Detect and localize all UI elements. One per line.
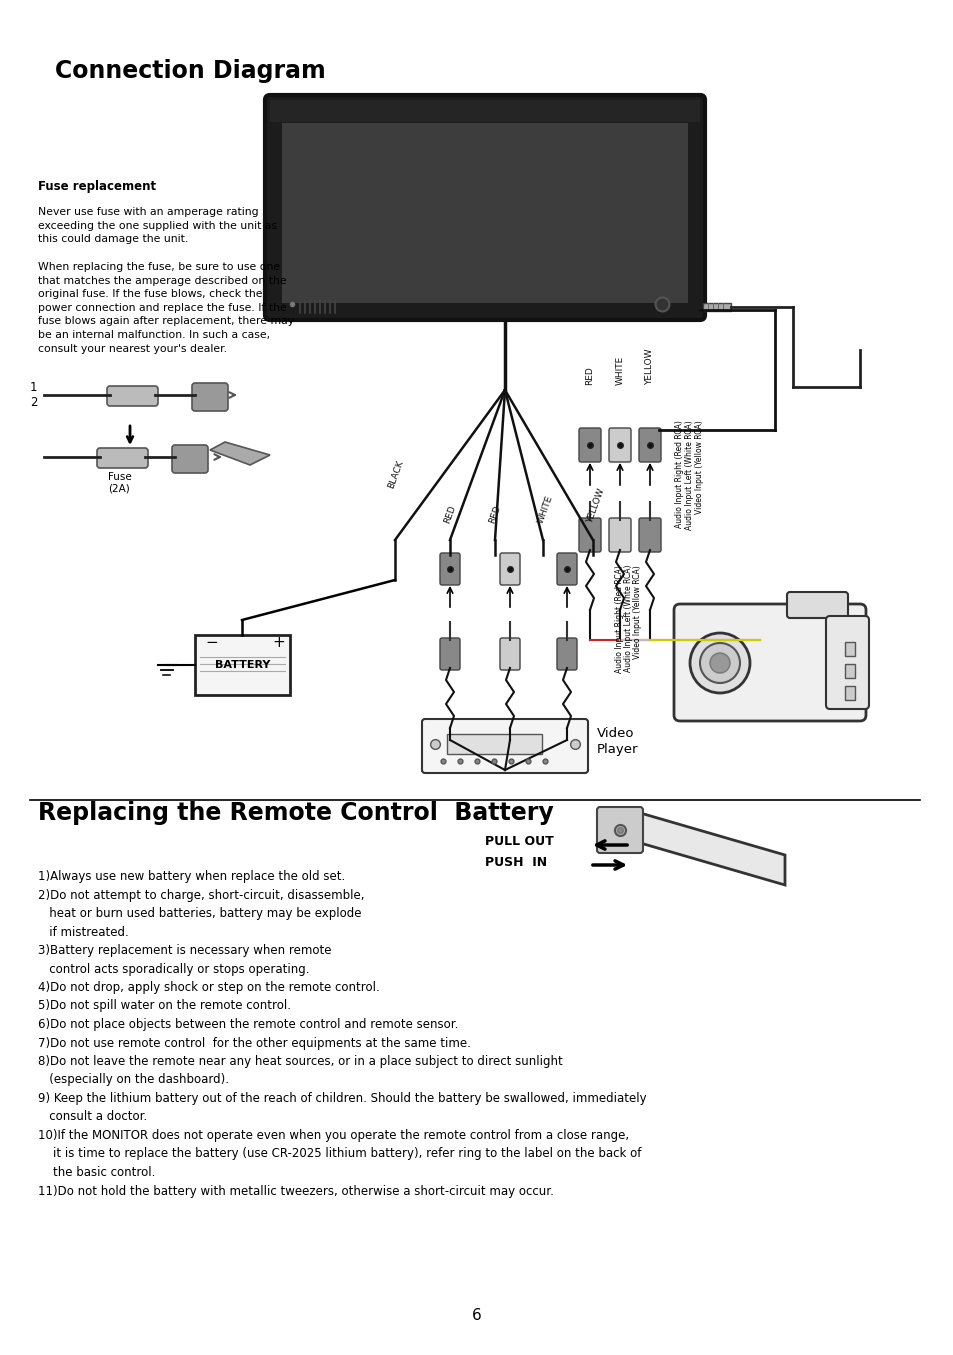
Text: Audio Input Left (White RCA): Audio Input Left (White RCA): [685, 420, 694, 530]
Bar: [447, 734, 541, 753]
Text: YELLOW: YELLOW: [645, 348, 654, 385]
FancyBboxPatch shape: [673, 604, 865, 721]
FancyBboxPatch shape: [97, 449, 148, 467]
Text: (2A): (2A): [108, 484, 130, 495]
FancyBboxPatch shape: [786, 592, 847, 618]
FancyBboxPatch shape: [578, 428, 600, 462]
FancyBboxPatch shape: [825, 617, 868, 709]
FancyBboxPatch shape: [597, 808, 642, 854]
Circle shape: [689, 633, 749, 692]
Circle shape: [700, 644, 740, 683]
Text: WHITE: WHITE: [536, 495, 554, 524]
Text: Connection Diagram: Connection Diagram: [55, 60, 325, 83]
Circle shape: [709, 653, 729, 673]
FancyBboxPatch shape: [439, 553, 459, 585]
Polygon shape: [629, 810, 784, 885]
Text: When replacing the fuse, be sure to use one
that matches the amperage described : When replacing the fuse, be sure to use …: [38, 262, 294, 354]
Text: BATTERY: BATTERY: [214, 660, 270, 669]
Bar: [702, 304, 730, 312]
Text: if mistreated.: if mistreated.: [38, 925, 129, 939]
Text: YELLOW: YELLOW: [585, 488, 606, 524]
FancyBboxPatch shape: [608, 428, 630, 462]
Bar: [844, 686, 854, 701]
FancyBboxPatch shape: [107, 386, 158, 406]
Bar: [270, 100, 700, 122]
Text: PULL OUT: PULL OUT: [484, 836, 553, 848]
Text: −: −: [205, 635, 217, 650]
Text: 10)If the MONITOR does not operate even when you operate the remote control from: 10)If the MONITOR does not operate even …: [38, 1129, 628, 1142]
Text: Audio Input Right (Red RCA): Audio Input Right (Red RCA): [615, 565, 624, 673]
Text: Fuse: Fuse: [108, 472, 132, 482]
Text: 2: 2: [30, 396, 37, 409]
FancyBboxPatch shape: [265, 95, 704, 320]
FancyBboxPatch shape: [499, 638, 519, 669]
Text: 7)Do not use remote control  for the other equipments at the same time.: 7)Do not use remote control for the othe…: [38, 1037, 471, 1050]
Bar: [844, 664, 854, 678]
Text: Audio Input Right (Red RCA): Audio Input Right (Red RCA): [675, 420, 684, 528]
Text: PUSH  IN: PUSH IN: [484, 855, 547, 869]
Text: 11)Do not hold the battery with metallic tweezers, otherwise a short-circuit may: 11)Do not hold the battery with metallic…: [38, 1184, 554, 1198]
Text: 6)Do not place objects between the remote control and remote sensor.: 6)Do not place objects between the remot…: [38, 1018, 457, 1031]
Polygon shape: [210, 442, 270, 465]
Text: consult a doctor.: consult a doctor.: [38, 1111, 147, 1123]
Text: WHITE: WHITE: [615, 356, 624, 385]
Bar: [844, 642, 854, 656]
Text: 8)Do not leave the remote near any heat sources, or in a place subject to direct: 8)Do not leave the remote near any heat …: [38, 1056, 562, 1068]
Text: 1: 1: [30, 381, 37, 394]
Bar: [282, 123, 687, 304]
Text: it is time to replace the battery (use CR-2025 lithium battery), refer ring to t: it is time to replace the battery (use C…: [38, 1148, 640, 1160]
Text: Audio Input Left (Whte RCA): Audio Input Left (Whte RCA): [624, 565, 633, 672]
Text: control acts sporadically or stops operating.: control acts sporadically or stops opera…: [38, 962, 309, 976]
Text: +: +: [272, 635, 284, 650]
Text: Replacing the Remote Control  Battery: Replacing the Remote Control Battery: [38, 801, 553, 825]
FancyBboxPatch shape: [608, 518, 630, 551]
Text: (especially on the dashboard).: (especially on the dashboard).: [38, 1073, 229, 1087]
Text: 1)Always use new battery when replace the old set.: 1)Always use new battery when replace th…: [38, 870, 345, 883]
Text: 5)Do not spill water on the remote control.: 5)Do not spill water on the remote contr…: [38, 1000, 291, 1012]
Text: RED: RED: [585, 366, 594, 385]
FancyBboxPatch shape: [557, 553, 577, 585]
FancyBboxPatch shape: [192, 383, 228, 411]
FancyBboxPatch shape: [639, 518, 660, 551]
Text: RED: RED: [442, 504, 457, 524]
Text: 3)Battery replacement is necessary when remote: 3)Battery replacement is necessary when …: [38, 944, 331, 957]
Text: the basic control.: the basic control.: [38, 1167, 155, 1179]
Text: 9) Keep the lithium battery out of the reach of children. Should the battery be : 9) Keep the lithium battery out of the r…: [38, 1092, 646, 1104]
FancyBboxPatch shape: [557, 638, 577, 669]
FancyBboxPatch shape: [578, 518, 600, 551]
Text: Fuse replacement: Fuse replacement: [38, 180, 156, 192]
FancyBboxPatch shape: [439, 638, 459, 669]
Text: heat or burn used batteries, battery may be explode: heat or burn used batteries, battery may…: [38, 906, 361, 920]
Text: Video Input (Yellow RCA): Video Input (Yellow RCA): [633, 565, 641, 659]
Text: BLACK: BLACK: [387, 459, 405, 491]
Bar: [194, 635, 290, 695]
Text: 4)Do not drop, apply shock or step on the remote control.: 4)Do not drop, apply shock or step on th…: [38, 981, 379, 995]
Text: Video
Player: Video Player: [597, 728, 638, 756]
Text: RED: RED: [488, 504, 502, 524]
FancyBboxPatch shape: [499, 553, 519, 585]
FancyBboxPatch shape: [421, 720, 587, 772]
Text: 6: 6: [472, 1308, 481, 1322]
Text: Never use fuse with an amperage rating
exceeding the one supplied with the unit : Never use fuse with an amperage rating e…: [38, 207, 276, 244]
Text: Video Input (Yellow RCA): Video Input (Yellow RCA): [695, 420, 703, 514]
FancyBboxPatch shape: [639, 428, 660, 462]
FancyBboxPatch shape: [172, 444, 208, 473]
Text: 2)Do not attempt to charge, short-circuit, disassemble,: 2)Do not attempt to charge, short-circui…: [38, 889, 364, 901]
